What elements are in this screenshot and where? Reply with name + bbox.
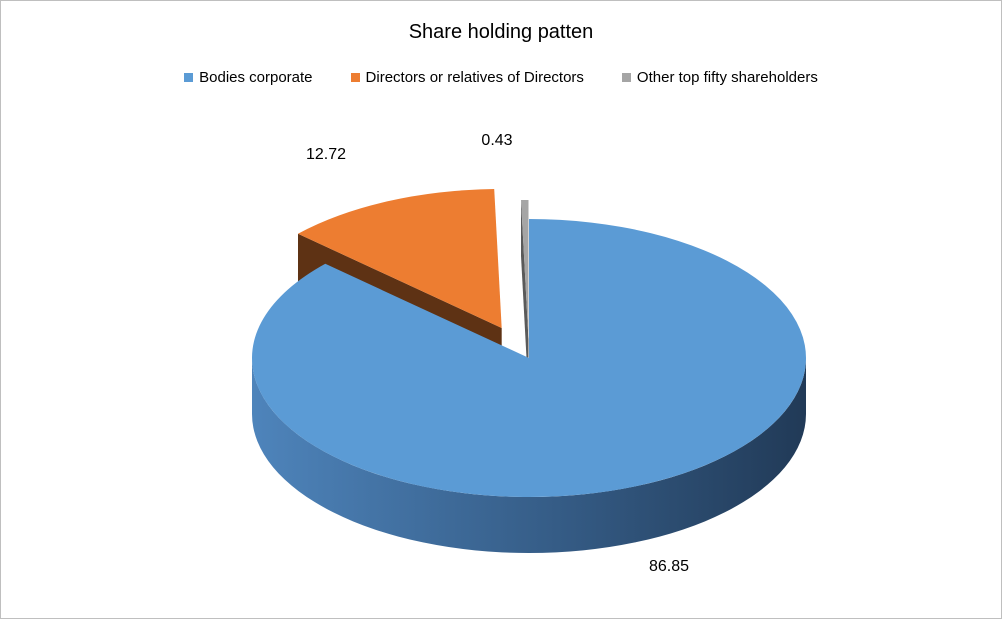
data-label-other-shareholders: 0.43 xyxy=(481,132,512,149)
legend-swatch-bodies-corporate xyxy=(184,73,194,82)
data-label-directors: 12.72 xyxy=(306,146,346,163)
legend-swatch-directors xyxy=(350,73,360,82)
pie-cut-face-other-shareholders xyxy=(521,200,529,396)
pie-labels: 86.85 12.72 0.43 xyxy=(306,132,689,575)
pie-wall-bodies-corporate xyxy=(252,358,806,553)
legend-label-bodies-corporate: Bodies corporate xyxy=(199,69,313,86)
data-label-bodies-corporate: 86.85 xyxy=(649,558,689,575)
legend-swatch-other-shareholders xyxy=(621,73,631,82)
legend-label-directors: Directors or relatives of Directors xyxy=(365,69,584,86)
pie-tops xyxy=(252,189,806,498)
chart-title: Share holding patten xyxy=(408,21,594,43)
legend-item-bodies-corporate: Bodies corporate xyxy=(184,69,313,86)
legend-label-other-shareholders: Other top fifty shareholders xyxy=(636,69,818,86)
pie-slice-bodies-corporate xyxy=(252,219,806,498)
legend-item-other-shareholders: Other top fifty shareholders xyxy=(621,69,818,86)
pie-slice-directors xyxy=(297,189,502,328)
legend: Bodies corporate Directors or relatives … xyxy=(1,69,1001,86)
legend-item-directors: Directors or relatives of Directors xyxy=(350,69,584,86)
pie-slice-other-shareholders xyxy=(521,200,529,340)
